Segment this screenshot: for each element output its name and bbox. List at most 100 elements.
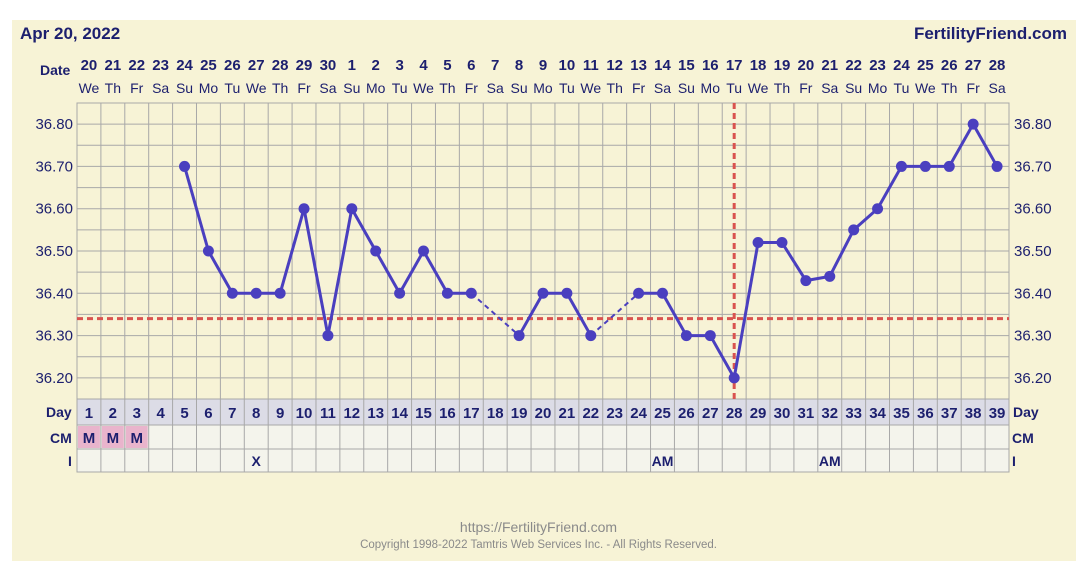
cycle-day-label: 23 xyxy=(606,405,623,422)
weekday-label: Su xyxy=(176,80,193,96)
temp-point xyxy=(274,287,286,299)
intercourse-mark: AM xyxy=(819,453,841,469)
weekday-label: We xyxy=(915,80,936,96)
temp-point xyxy=(202,245,214,257)
temp-point xyxy=(250,287,262,299)
y-tick-label-left: 36.60 xyxy=(35,201,73,218)
cycle-day-label: 17 xyxy=(463,405,480,422)
temp-line xyxy=(398,250,425,295)
weekday-label: Mo xyxy=(701,80,721,96)
cycle-day-label: 14 xyxy=(391,405,408,422)
cycle-day-label: 3 xyxy=(133,405,141,422)
y-tick-label-left: 36.40 xyxy=(35,285,73,302)
weekday-label: Tu xyxy=(559,80,575,96)
weekday-label: Sa xyxy=(152,80,169,96)
date-label: 20 xyxy=(798,57,815,74)
date-label: 25 xyxy=(917,57,934,74)
cm-row-label: CM xyxy=(50,430,72,446)
cycle-day-label: 27 xyxy=(702,405,719,422)
date-label: 15 xyxy=(678,57,695,74)
temp-point xyxy=(680,330,692,342)
temp-point xyxy=(919,160,931,172)
weekday-label: Fr xyxy=(632,80,646,96)
weekday-label: Th xyxy=(105,80,121,96)
cycle-day-label: 16 xyxy=(439,405,456,422)
weekday-label: Th xyxy=(607,80,623,96)
date-label: 14 xyxy=(654,57,671,74)
date-label: 16 xyxy=(702,57,719,74)
weekday-label: Sa xyxy=(988,80,1005,96)
temp-point xyxy=(704,330,716,342)
weekday-label: Su xyxy=(678,80,695,96)
y-tick-label-right: 36.20 xyxy=(1014,370,1052,387)
temp-point xyxy=(848,224,860,236)
menses-cell xyxy=(78,426,100,448)
date-label: 22 xyxy=(845,57,862,74)
date-label: 12 xyxy=(606,57,623,74)
temp-point xyxy=(537,287,549,299)
date-label: 1 xyxy=(348,57,356,74)
temp-line xyxy=(876,165,903,210)
cycle-day-label: 33 xyxy=(845,405,862,422)
temp-point xyxy=(967,118,979,130)
temp-line xyxy=(780,241,808,282)
temp-point xyxy=(418,245,430,257)
temp-point xyxy=(226,287,238,299)
date-label: 20 xyxy=(81,57,98,74)
temp-line-gap xyxy=(470,292,520,337)
temp-point xyxy=(633,287,645,299)
weekday-label: Th xyxy=(941,80,957,96)
date-label: 21 xyxy=(821,57,838,74)
footer-url[interactable]: https://FertilityFriend.com xyxy=(459,519,618,535)
cycle-day-label: 30 xyxy=(774,405,791,422)
temp-line xyxy=(326,208,354,336)
temp-line xyxy=(422,250,449,295)
temp-point xyxy=(728,372,740,384)
temp-line xyxy=(708,334,736,379)
temp-point xyxy=(776,237,788,249)
y-tick-label-left: 36.30 xyxy=(35,328,73,345)
date-label: 28 xyxy=(272,57,289,74)
intercourse-mark: X xyxy=(252,453,262,469)
cycle-day-label: 2 xyxy=(109,405,117,422)
temp-point xyxy=(298,203,310,215)
cycle-day-label: 25 xyxy=(654,405,671,422)
date-label: 13 xyxy=(630,57,647,74)
date-label: 9 xyxy=(539,57,547,74)
temp-point xyxy=(179,160,191,172)
temp-line xyxy=(565,292,593,337)
y-tick-label-right: 36.40 xyxy=(1014,285,1052,302)
temp-point xyxy=(346,203,358,215)
cycle-day-label: 13 xyxy=(367,405,384,422)
menses-cell xyxy=(101,426,124,448)
weekday-label: Fr xyxy=(799,80,813,96)
cycle-day-label: 4 xyxy=(156,405,165,422)
cycle-day-label: 20 xyxy=(535,405,552,422)
cycle-day-label: 35 xyxy=(893,405,910,422)
cycle-day-label: 24 xyxy=(630,405,647,422)
date-label: 8 xyxy=(515,57,523,74)
temp-point xyxy=(895,160,907,172)
weekday-label: Sa xyxy=(654,80,671,96)
cycle-day-label: 19 xyxy=(511,405,528,422)
date-label: 4 xyxy=(419,57,428,74)
weekday-label: Sa xyxy=(487,80,504,96)
site-name[interactable]: FertilityFriend.com xyxy=(913,24,1067,43)
cycle-day-label: 21 xyxy=(559,405,576,422)
day-row-label-right: Day xyxy=(1013,404,1039,420)
temp-point xyxy=(394,287,406,299)
weekday-label: Mo xyxy=(366,80,386,96)
cm-row-label-right: CM xyxy=(1012,430,1034,446)
temp-line xyxy=(350,207,378,252)
date-label: 25 xyxy=(200,57,217,74)
temp-point xyxy=(943,160,955,172)
cm-mark: M xyxy=(107,430,120,447)
temp-point xyxy=(561,287,573,299)
date-row-label: Date xyxy=(40,62,71,78)
temp-line xyxy=(971,123,999,168)
temp-line xyxy=(207,250,234,295)
temp-line xyxy=(947,123,975,168)
date-label: 23 xyxy=(869,57,886,74)
y-tick-label-left: 36.50 xyxy=(35,243,73,260)
weekday-label: We xyxy=(246,80,267,96)
